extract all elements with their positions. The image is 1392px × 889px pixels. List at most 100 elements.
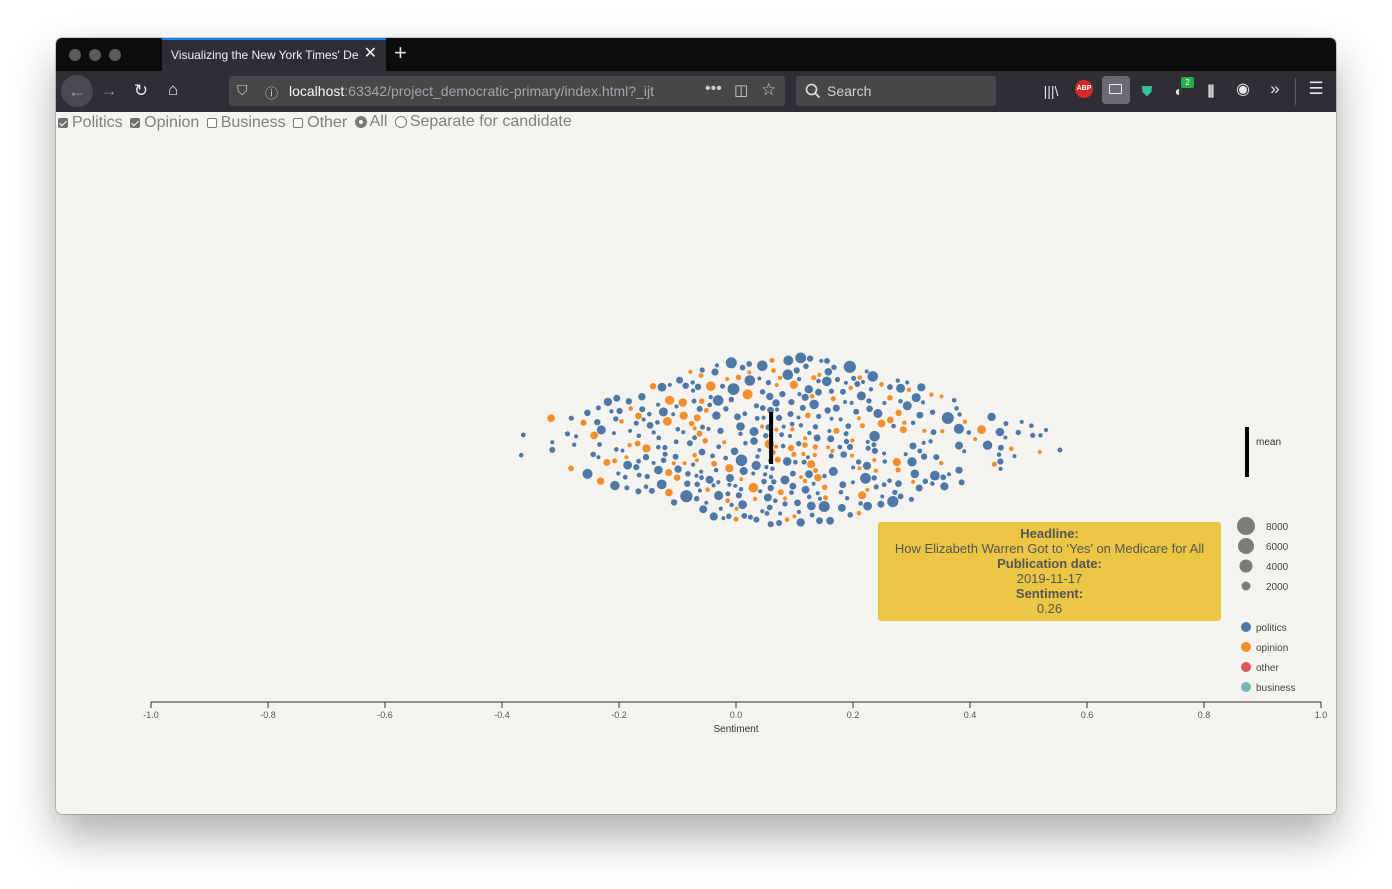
article-dot bbox=[973, 437, 978, 442]
back-arrow-icon[interactable]: ← bbox=[61, 75, 93, 107]
article-dot bbox=[759, 389, 766, 395]
article-dot bbox=[742, 411, 748, 417]
article-dot bbox=[928, 439, 933, 444]
article-dot bbox=[755, 454, 760, 459]
article-dot bbox=[634, 440, 641, 447]
article-dot bbox=[1029, 423, 1034, 429]
article-dot bbox=[590, 451, 596, 458]
url-text[interactable]: localhost:63342/project_democratic-prima… bbox=[289, 83, 654, 99]
checkbox-opinion-box[interactable] bbox=[130, 118, 141, 128]
checkbox-politics-box[interactable] bbox=[58, 118, 68, 128]
address-bar[interactable]: ⛉ ⓘ localhost:63342/project_democratic-p… bbox=[229, 76, 785, 106]
article-dot bbox=[738, 431, 743, 436]
new-tab-icon[interactable]: + bbox=[394, 40, 407, 65]
article-dot bbox=[672, 453, 679, 460]
article-dot bbox=[707, 402, 713, 408]
reload-icon[interactable]: ↻ bbox=[133, 81, 149, 100]
overflow-chevron-icon[interactable]: » bbox=[1270, 79, 1280, 98]
article-dot bbox=[847, 512, 853, 518]
article-dot bbox=[788, 399, 795, 406]
article-dot bbox=[882, 451, 887, 456]
checkbox-other-box[interactable] bbox=[293, 118, 304, 128]
bookmark-star-icon[interactable]: ☆ bbox=[761, 80, 777, 99]
checkbox-business[interactable]: Business bbox=[206, 114, 286, 132]
article-dot bbox=[843, 380, 848, 385]
article-dot bbox=[692, 435, 697, 441]
checkbox-politics[interactable]: Politics bbox=[58, 114, 123, 132]
article-dot bbox=[739, 364, 746, 371]
library-icon[interactable]: |||\ bbox=[1043, 83, 1059, 99]
legend-size-dot bbox=[1239, 559, 1253, 573]
article-dot bbox=[568, 415, 574, 421]
reader-view-icon[interactable] bbox=[1102, 76, 1130, 104]
article-dot bbox=[568, 465, 574, 472]
article-dot bbox=[620, 448, 625, 453]
radio-all-button[interactable] bbox=[354, 116, 367, 128]
minimize-window-button[interactable] bbox=[89, 49, 101, 61]
article-dot bbox=[828, 453, 834, 459]
article-dot bbox=[997, 458, 1004, 465]
home-icon[interactable]: ⌂ bbox=[167, 80, 179, 99]
article-dot bbox=[809, 399, 819, 410]
checkbox-opinion[interactable]: Opinion bbox=[130, 114, 199, 132]
article-dot bbox=[766, 392, 774, 401]
forward-arrow-icon[interactable]: → bbox=[100, 81, 118, 100]
article-dot bbox=[768, 474, 774, 480]
search-bar[interactable]: Search bbox=[796, 76, 996, 106]
article-dot bbox=[646, 422, 654, 429]
article-dot bbox=[642, 453, 650, 461]
tooltip-headline-label: Headline: bbox=[1020, 526, 1079, 541]
radio-all[interactable]: All bbox=[354, 113, 387, 131]
article-dot bbox=[1030, 432, 1036, 438]
article-dot bbox=[673, 474, 681, 482]
tooltip-date-label: Publication date: bbox=[997, 556, 1102, 571]
close-window-button[interactable] bbox=[69, 49, 81, 61]
privacy-badger-icon[interactable]: ⛊ bbox=[1141, 83, 1153, 99]
legend-mean-label: mean bbox=[1256, 437, 1281, 448]
zoom-window-button[interactable] bbox=[109, 49, 121, 61]
site-info-icon[interactable]: ⓘ bbox=[265, 86, 279, 101]
article-dot bbox=[654, 465, 663, 475]
tab-close-icon[interactable]: ✕ bbox=[363, 45, 377, 62]
article-dot bbox=[688, 369, 693, 374]
article-dot bbox=[997, 444, 1004, 451]
article-dot bbox=[866, 398, 872, 404]
article-dot bbox=[796, 509, 802, 515]
account-icon[interactable]: ◉ bbox=[1236, 81, 1250, 98]
article-dot bbox=[1003, 421, 1009, 427]
containers-icon[interactable]: ⫼ bbox=[1207, 83, 1215, 99]
article-dot bbox=[641, 417, 646, 422]
article-dot bbox=[1015, 429, 1021, 436]
radio-separate-button[interactable] bbox=[394, 116, 407, 128]
shield-icon[interactable]: ⛉ bbox=[237, 82, 248, 98]
radio-separate-label: Separate for candidate bbox=[409, 113, 572, 130]
checkbox-other[interactable]: Other bbox=[293, 114, 347, 132]
adblock-icon[interactable]: ABP bbox=[1075, 80, 1093, 98]
article-dot bbox=[905, 380, 910, 385]
article-dot bbox=[627, 443, 632, 448]
article-dot bbox=[665, 395, 675, 405]
page-actions-icon[interactable]: ••• bbox=[705, 80, 722, 97]
article-dot bbox=[698, 448, 706, 456]
article-dot bbox=[674, 404, 679, 409]
extension-icon[interactable]: ◐ bbox=[1174, 83, 1184, 99]
article-dot bbox=[550, 440, 555, 445]
article-dot bbox=[682, 382, 689, 389]
article-dot bbox=[887, 395, 893, 401]
radio-separate[interactable]: Separate for candidate bbox=[394, 113, 572, 131]
article-dot bbox=[720, 383, 725, 389]
article-dot bbox=[692, 426, 697, 431]
checkbox-business-box[interactable] bbox=[206, 118, 217, 128]
article-dot bbox=[787, 433, 793, 439]
article-dot bbox=[840, 451, 847, 458]
article-dot bbox=[691, 388, 696, 393]
article-dot bbox=[895, 409, 902, 417]
pocket-icon[interactable]: ◫ bbox=[734, 82, 749, 99]
article-dot bbox=[982, 440, 993, 450]
article-dot bbox=[744, 375, 756, 386]
article-dot bbox=[857, 375, 863, 380]
hamburger-menu-icon[interactable]: ☰ bbox=[1308, 79, 1324, 98]
browser-tab[interactable]: Visualizing the New York Times' Democrat… bbox=[162, 38, 386, 71]
article-dot bbox=[902, 420, 907, 425]
article-dot bbox=[897, 493, 904, 500]
